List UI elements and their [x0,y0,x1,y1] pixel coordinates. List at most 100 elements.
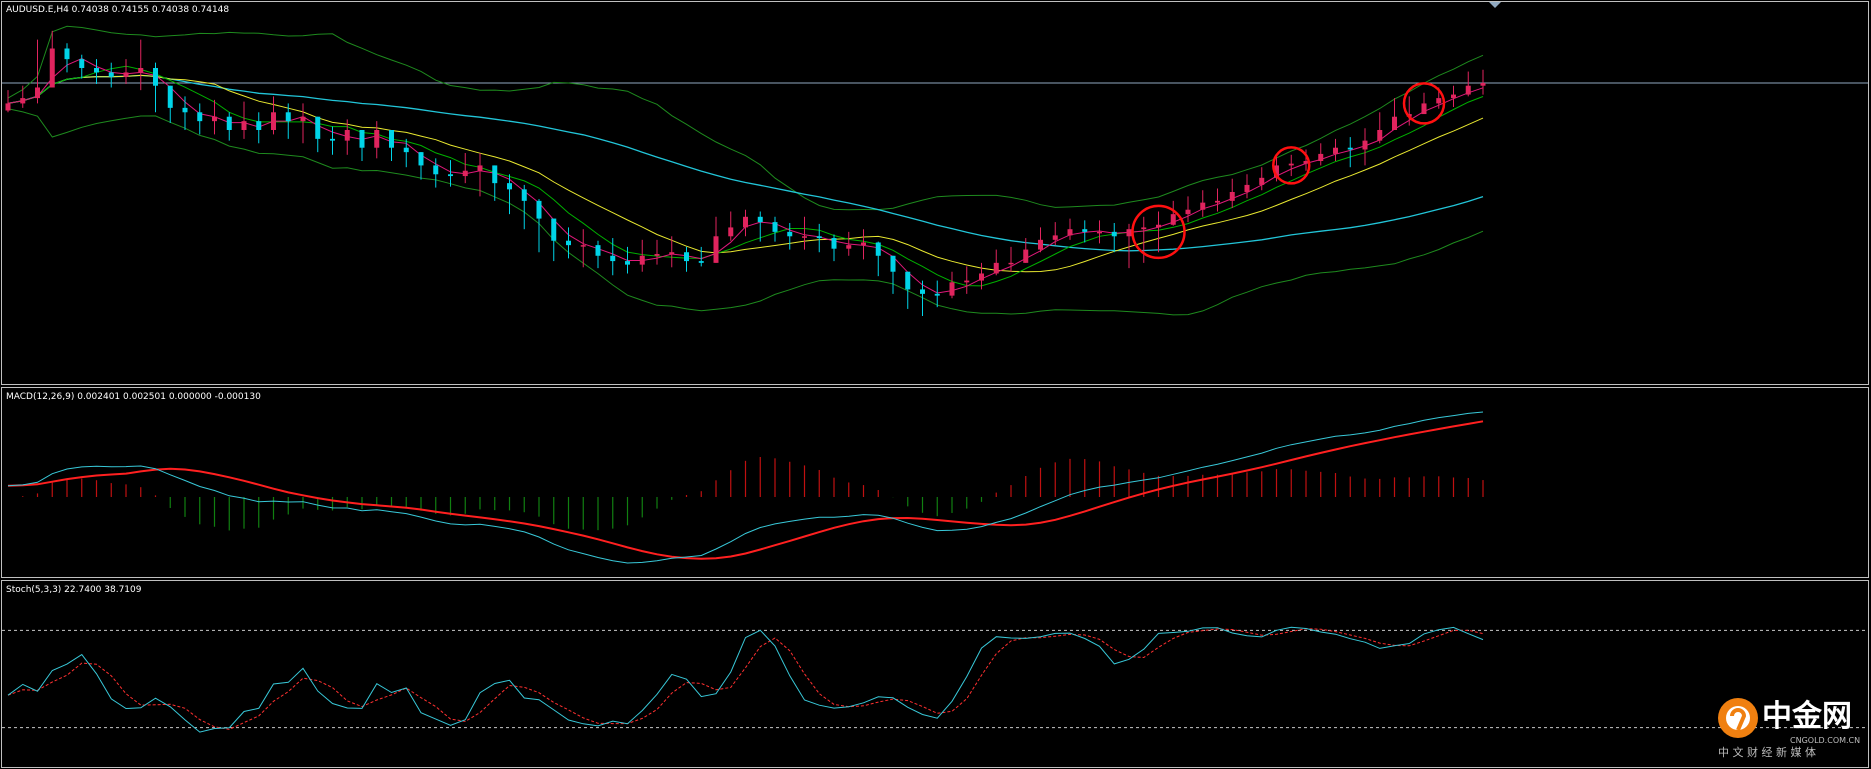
candle-body [256,121,262,130]
candle [993,249,999,276]
candle [1185,196,1191,223]
candle-body [861,242,866,246]
candle-body [875,242,881,256]
candle [1392,98,1397,130]
candle [1333,138,1338,161]
candle [1082,220,1088,243]
candle [1480,69,1486,95]
candle-body [1170,214,1176,225]
candle [167,85,173,123]
candle [94,59,99,84]
candle [315,116,321,153]
candle-body [212,116,217,122]
candle-body [448,174,453,177]
price-pane-frame [1,1,1869,385]
chart-shift-marker-icon[interactable] [1489,2,1501,8]
candle-body [374,130,380,148]
macd-signal-line [7,420,1484,560]
candle-body [1451,94,1456,99]
candle [1377,112,1383,144]
highlight-circle [1402,82,1446,125]
candle [418,152,424,180]
candle-body [1465,85,1471,95]
candle-body [787,231,793,237]
candle-body [698,261,704,263]
candle [890,255,896,294]
candle [934,280,940,308]
candle [182,96,188,130]
candle-body [5,103,11,111]
candle [684,246,689,272]
candle-body [433,165,439,175]
candle-body [580,245,586,247]
candle [1303,149,1309,171]
candle-body [300,116,306,122]
candle [1465,71,1471,97]
highlight-circle [1131,204,1186,260]
candle-body [625,261,630,265]
candle-body [595,245,601,256]
candle [1038,227,1043,253]
candle [49,30,55,88]
candle-body [669,252,675,254]
candle [1347,137,1353,168]
candle [536,199,542,253]
candle-body [389,130,394,148]
candle [1111,223,1117,253]
candle-body [684,252,689,262]
candle-body [359,130,365,148]
candle-body [1392,116,1397,130]
candle-body [241,121,247,130]
candle-body [772,222,778,232]
candle [1362,128,1368,166]
candle-body [1097,231,1102,234]
candle [1318,143,1324,166]
candle [1229,178,1235,208]
candle-body [1288,163,1294,166]
candle-body [713,236,719,263]
candle [979,262,984,290]
candle-body [462,170,468,177]
candle [1052,222,1058,246]
candle-body [639,255,645,265]
candle [949,271,955,299]
candle-body [226,116,232,130]
candle [816,223,822,253]
candle-body [728,227,734,237]
candle-body [949,282,955,296]
candle [285,103,291,139]
candle [772,216,778,242]
candle-body [920,289,925,294]
candle-body [1008,262,1014,265]
candle [698,246,704,267]
candle-body [1067,229,1073,236]
candle [728,211,734,241]
candle [1023,238,1029,263]
macd-pane [7,411,1484,564]
candle-body [1111,231,1117,237]
candle-body [64,48,70,60]
candle [1170,200,1176,226]
candle [1126,223,1132,269]
candle-body [979,273,984,281]
candle-body [1229,192,1235,201]
candle-body [1244,184,1250,192]
candle-body [1318,153,1324,161]
candle-body [403,147,409,153]
candle-body [654,254,660,256]
candle [108,62,114,88]
candle [551,218,557,262]
candle [212,99,217,135]
candle [20,85,26,108]
stoch-d-line [7,628,1484,730]
candle [241,101,247,139]
candle-body [1274,165,1279,178]
candle-body [1185,209,1191,215]
candle-body [1038,239,1043,250]
candle [964,266,970,294]
logo-coin-mark-icon [1730,708,1747,731]
candle [5,90,11,113]
candle-body [123,72,129,77]
candle-body [521,189,527,201]
stoch-pane-label: Stoch(5,3,3) 22.7400 38.7109 [6,585,142,595]
